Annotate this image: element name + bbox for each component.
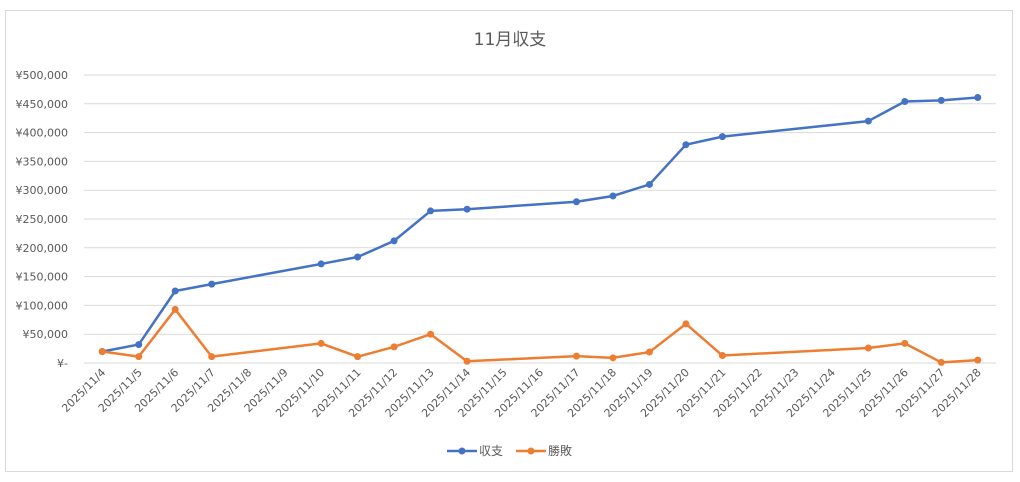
y-tick-label: ¥450,000 xyxy=(16,98,69,111)
series-2-point xyxy=(390,343,398,351)
y-tick-label: ¥150,000 xyxy=(16,271,69,284)
series-2-point xyxy=(864,344,872,352)
series-2-point xyxy=(427,330,435,338)
series-line-1 xyxy=(102,96,978,353)
y-tick-label: ¥400,000 xyxy=(16,127,69,140)
series-1-point xyxy=(864,117,872,125)
series-2-point xyxy=(135,353,143,361)
series-1-point xyxy=(572,198,580,206)
series-2-point xyxy=(354,353,362,361)
series-1-point xyxy=(937,96,945,104)
series-2-point xyxy=(98,347,106,355)
legend: 収支 勝敗 xyxy=(447,443,572,458)
gridlines xyxy=(84,74,996,364)
series-2-point xyxy=(609,354,617,362)
legend-marker xyxy=(458,447,466,455)
y-tick-label: ¥350,000 xyxy=(16,155,69,168)
series-1-point xyxy=(354,253,362,261)
series-1-point xyxy=(463,205,471,213)
series-1-point xyxy=(135,341,143,349)
series-1-point xyxy=(609,192,617,200)
series-2-point xyxy=(682,320,690,328)
series-2-point xyxy=(645,348,653,356)
series-1-point xyxy=(427,207,435,215)
chart-title: 11月収支 xyxy=(474,30,547,50)
y-tick-label: ¥100,000 xyxy=(16,299,69,312)
series-1-point xyxy=(390,237,398,245)
series-1-point xyxy=(901,97,909,105)
series-1-point xyxy=(974,93,982,101)
y-tick-label: ¥- xyxy=(57,357,68,370)
legend-label: 収支 xyxy=(479,444,503,458)
chart-frame xyxy=(5,10,1013,472)
series-2-point xyxy=(937,358,945,366)
y-tick-label: ¥500,000 xyxy=(16,69,69,82)
series-1-point xyxy=(208,280,216,288)
series-1-point xyxy=(645,180,653,188)
series-1-point xyxy=(317,260,325,268)
series-2-point xyxy=(901,339,909,347)
series-1-point xyxy=(682,141,690,149)
series-line-2 xyxy=(102,308,978,364)
series-2-point xyxy=(317,339,325,347)
series-2-point xyxy=(974,356,982,364)
legend-marker xyxy=(527,447,535,455)
series-2-point xyxy=(718,352,726,360)
y-axis-ticks: ¥- ¥50,000 ¥100,000 ¥150,000 ¥200,000 ¥250,00… xyxy=(16,69,69,370)
y-tick-label: ¥300,000 xyxy=(16,184,69,197)
series-2-point xyxy=(171,305,179,313)
series-group xyxy=(98,93,982,366)
y-tick-label: ¥50,000 xyxy=(23,328,69,341)
series-2-point xyxy=(208,353,216,361)
series-2-point xyxy=(572,352,580,360)
series-1-point xyxy=(171,287,179,295)
y-tick-label: ¥250,000 xyxy=(16,213,69,226)
y-tick-label: ¥200,000 xyxy=(16,242,69,255)
x-axis-ticks: 2025/11/42025/11/52025/11/62025/11/72025… xyxy=(59,366,984,420)
legend-label: 勝敗 xyxy=(548,443,572,458)
series-1-point xyxy=(718,133,726,141)
series-2-point xyxy=(463,357,471,365)
